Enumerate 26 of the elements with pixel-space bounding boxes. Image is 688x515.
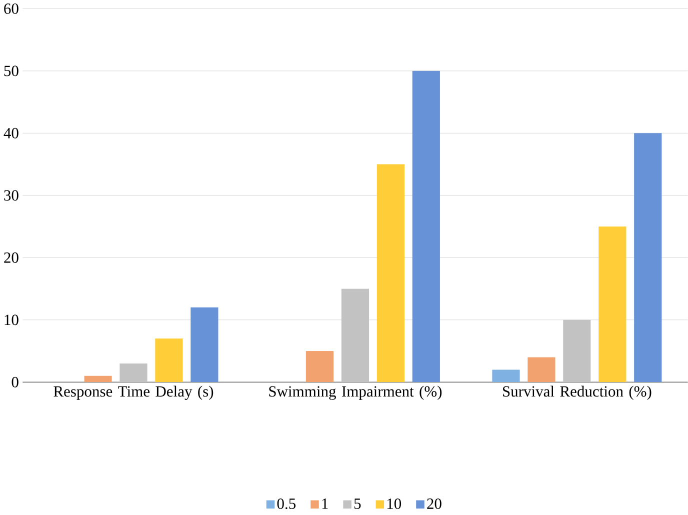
y-tick-label: 40 xyxy=(4,128,18,139)
bar xyxy=(155,338,183,382)
bar xyxy=(598,226,626,382)
bar xyxy=(528,357,556,382)
bar xyxy=(634,133,662,382)
bar xyxy=(84,376,112,382)
legend-label: 10 xyxy=(387,498,402,510)
x-tick-label: Survival Reduction (%) xyxy=(502,386,652,400)
y-tick-label: 10 xyxy=(4,314,18,326)
legend-label: 20 xyxy=(427,498,442,510)
bar xyxy=(492,370,520,382)
bar xyxy=(190,308,218,382)
bar xyxy=(412,71,440,382)
y-tick-label: 60 xyxy=(4,4,18,14)
bar xyxy=(306,351,334,382)
legend-label: 0.5 xyxy=(277,498,296,510)
bar xyxy=(376,164,404,382)
y-tick-label: 20 xyxy=(4,252,18,264)
y-tick-label: 30 xyxy=(4,190,18,201)
y-tick-label: 50 xyxy=(4,66,18,76)
legend-label: 1 xyxy=(322,498,328,510)
x-tick-label: Swimming Impairment (%) xyxy=(269,386,442,400)
bar xyxy=(120,364,148,382)
y-tick-label: 0 xyxy=(12,377,18,388)
x-tick-label: Response Time Delay (s) xyxy=(54,386,214,400)
legend-label: 5 xyxy=(354,498,361,510)
